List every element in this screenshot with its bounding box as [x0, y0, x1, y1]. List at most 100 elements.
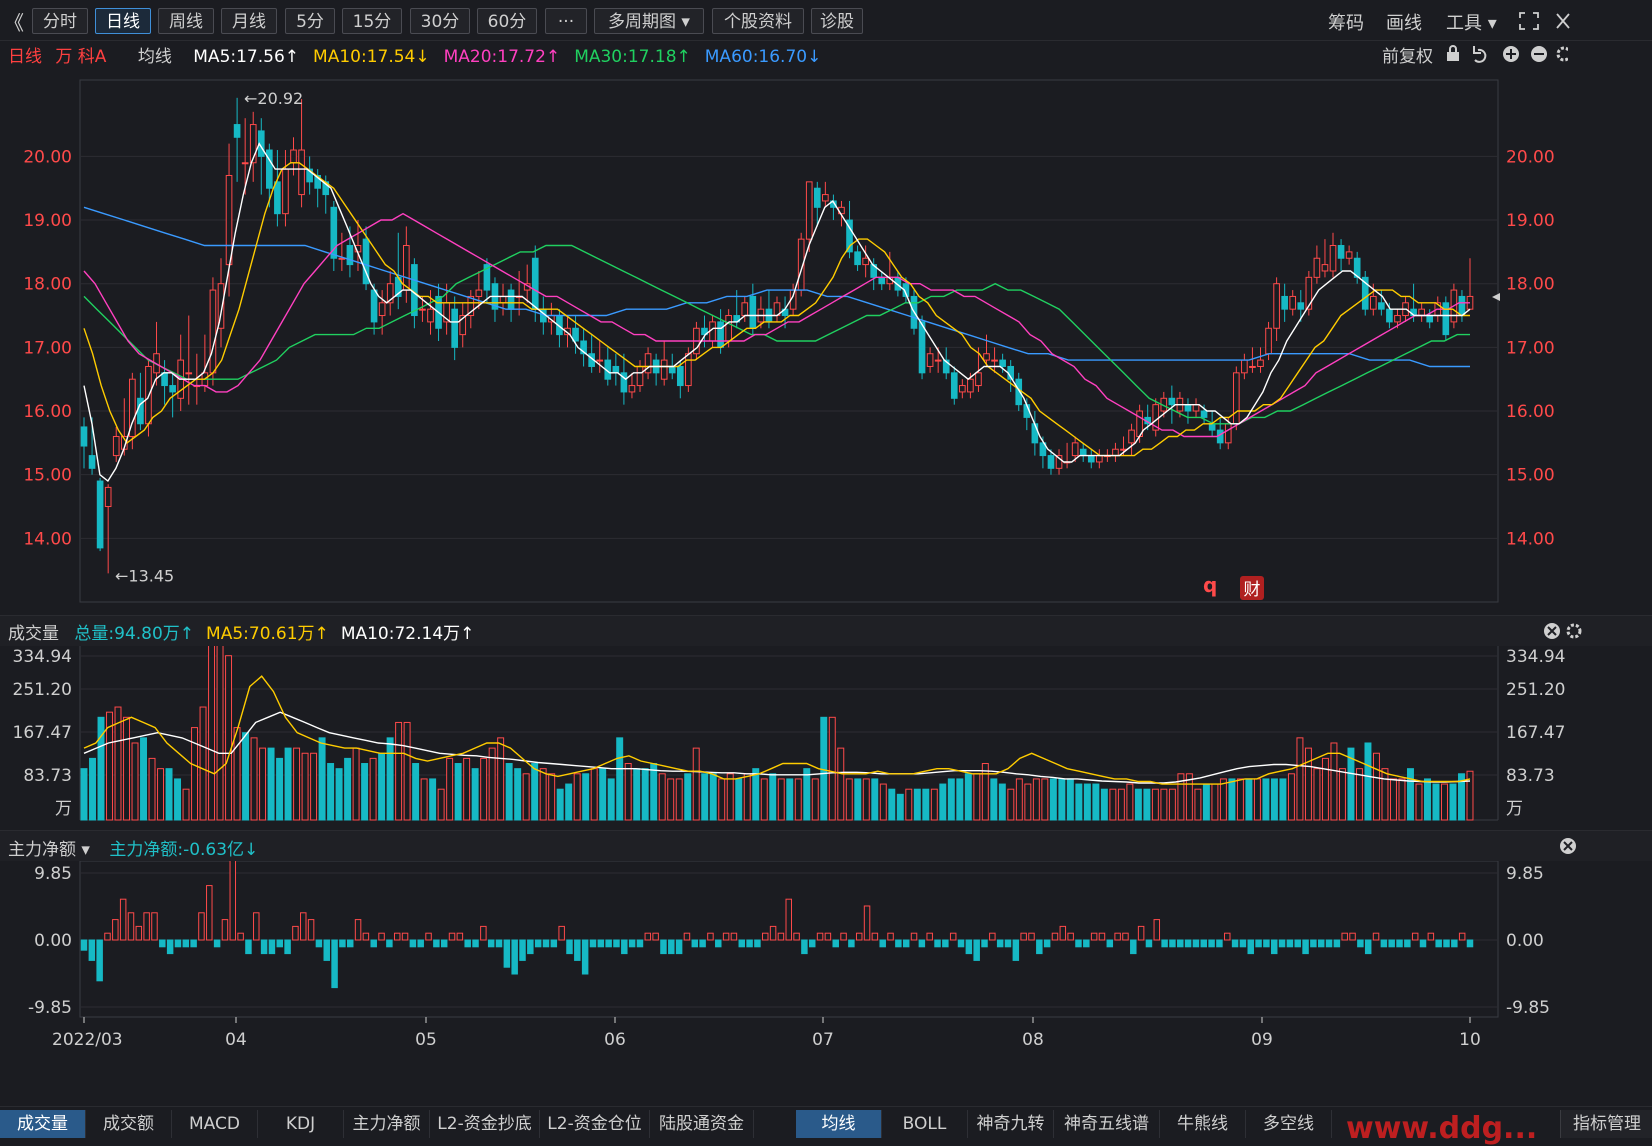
period-tab-0[interactable]: 分时: [32, 8, 88, 34]
settings-icon[interactable]: [1556, 46, 1568, 62]
period-tab-2[interactable]: 周线: [158, 8, 214, 34]
main-force-flow-chart[interactable]: 9.85 9.85 0.00 0.00 -9.85 -9.85 2022/03 04 05 06 0…: [0, 861, 1652, 1106]
candle-body: [822, 194, 829, 202]
tools-button[interactable]: 工具 ▾: [1446, 13, 1497, 34]
flow-bar: [1145, 939, 1153, 948]
candle-body: [983, 353, 990, 361]
x-tick: 09: [1251, 1030, 1273, 1050]
volume-bar: [633, 768, 641, 821]
undo-icon[interactable]: [1473, 46, 1487, 63]
indicator-tab-3[interactable]: KDJ: [258, 1110, 344, 1138]
marker-cai-bg[interactable]: [1240, 576, 1264, 600]
close-panel-icon[interactable]: [1555, 11, 1571, 31]
flow-bar: [918, 939, 926, 948]
indicator-tab-2[interactable]: MACD: [172, 1110, 258, 1138]
period-tab-5[interactable]: 15分: [342, 8, 402, 34]
candle-body: [902, 283, 910, 297]
volume-bar: [1126, 783, 1134, 821]
flow-bar: [464, 939, 471, 948]
volume-bar: [199, 706, 207, 821]
indicator-tab-0[interactable]: 成交量: [0, 1110, 86, 1138]
indicator-tab-5[interactable]: L2-资金抄底: [430, 1110, 540, 1138]
period-tab-4[interactable]: 5分: [285, 8, 335, 34]
lock-icon[interactable]: [1447, 45, 1459, 61]
flow-bar: [190, 939, 197, 948]
close-volume-icon[interactable]: [1542, 621, 1562, 641]
volume-bar: [1109, 788, 1117, 821]
candlestick-chart[interactable]: 20.00 20.00 19.00 19.00 18.00 18.00 17.00 17.00…: [0, 70, 1652, 615]
flow-bar: [487, 939, 495, 948]
draw-line-button[interactable]: 画线: [1386, 13, 1422, 34]
indicator-manage-button[interactable]: 指标管理: [1560, 1110, 1652, 1138]
period-tab-8[interactable]: ···: [545, 8, 587, 34]
candle-body: [725, 315, 732, 342]
marker-cai[interactable]: 财: [1244, 580, 1261, 600]
overlay-tab-0[interactable]: 均线: [796, 1110, 882, 1138]
period-tab-7[interactable]: 60分: [477, 8, 537, 34]
indicator-tab-1[interactable]: 成交额: [86, 1110, 172, 1138]
volume-bar: [658, 773, 666, 821]
period-tab-3[interactable]: 月线: [221, 8, 277, 34]
zoom-in-icon[interactable]: [1503, 46, 1519, 62]
flow-bar: [527, 939, 534, 955]
ma-legend-item-2: MA20:17.72↑: [443, 47, 561, 67]
adjust-mode[interactable]: 前复权: [1382, 47, 1433, 67]
flow-bar: [1075, 939, 1082, 948]
volume-bar: [735, 778, 743, 821]
volume-bar: [1441, 783, 1448, 821]
volume-bar: [981, 763, 989, 821]
flow-bar: [581, 939, 589, 975]
candle-body: [475, 289, 483, 297]
volume-bar: [1364, 742, 1372, 821]
overlay-tab-2[interactable]: 神奇九转: [968, 1110, 1054, 1138]
volume-bar: [420, 778, 428, 821]
flow-bar: [253, 912, 260, 941]
period-tab-6[interactable]: 30分: [410, 8, 470, 34]
x-tick: 06: [604, 1030, 626, 1050]
period-tab-1[interactable]: 日线: [95, 8, 151, 34]
volume-bar: [216, 646, 224, 821]
flow-bar: [879, 939, 886, 948]
volume-bar: [276, 757, 284, 821]
indicator-tab-6[interactable]: L2-资金仓位: [540, 1110, 650, 1138]
volume-bar: [1185, 773, 1193, 821]
flow-label[interactable]: 主力净额 ▾: [8, 840, 90, 860]
volume-bar: [310, 752, 318, 821]
flow-bar: [981, 939, 988, 948]
period-tab-10[interactable]: 个股资料: [712, 8, 804, 34]
candle-body: [266, 149, 273, 189]
zoom-out-icon[interactable]: [1531, 46, 1547, 62]
overlay-tab-1[interactable]: BOLL: [882, 1110, 968, 1138]
flow-bar: [409, 939, 417, 948]
volume-bar: [89, 757, 96, 821]
flow-bar: [1451, 939, 1458, 948]
period-tab-11[interactable]: 诊股: [811, 8, 863, 34]
y-tick-right: 15.00: [1506, 466, 1555, 486]
overlay-tab-5[interactable]: 多空线: [1246, 1110, 1332, 1138]
volume-bar: [650, 763, 658, 821]
volume-bar: [1296, 737, 1304, 821]
volume-settings-icon[interactable]: [1564, 621, 1584, 641]
flow-bar: [996, 939, 1004, 948]
volume-bar: [1049, 778, 1057, 821]
volume-bar: [454, 763, 462, 821]
flow-bar: [1067, 932, 1074, 941]
indicator-tab-7[interactable]: 陆股通资金: [650, 1110, 754, 1138]
collapse-left-icon[interactable]: 《: [4, 11, 24, 35]
y-tick-left: 20.00: [23, 147, 72, 167]
flow-bar: [589, 939, 597, 948]
overlay-tab-3[interactable]: 神奇五线谱: [1054, 1110, 1160, 1138]
candle-body: [878, 276, 886, 285]
marker-q[interactable]: q: [1203, 573, 1217, 597]
flow-bar: [902, 939, 910, 948]
indicator-tab-4[interactable]: 主力净额: [344, 1110, 430, 1138]
candle-body: [580, 340, 587, 355]
flow-close-icon[interactable]: [1558, 836, 1578, 856]
fullscreen-icon[interactable]: [1518, 11, 1540, 31]
overlay-tab-4[interactable]: 牛熊线: [1160, 1110, 1246, 1138]
chip-button[interactable]: 筹码: [1328, 13, 1364, 34]
volume-chart[interactable]: 334.94 334.94 251.20 251.20 167.47 167.47 83.7…: [0, 646, 1652, 830]
period-tab-9[interactable]: 多周期图 ▾: [594, 8, 704, 34]
flow-bar: [1364, 939, 1372, 955]
volume-bar: [1015, 778, 1023, 821]
